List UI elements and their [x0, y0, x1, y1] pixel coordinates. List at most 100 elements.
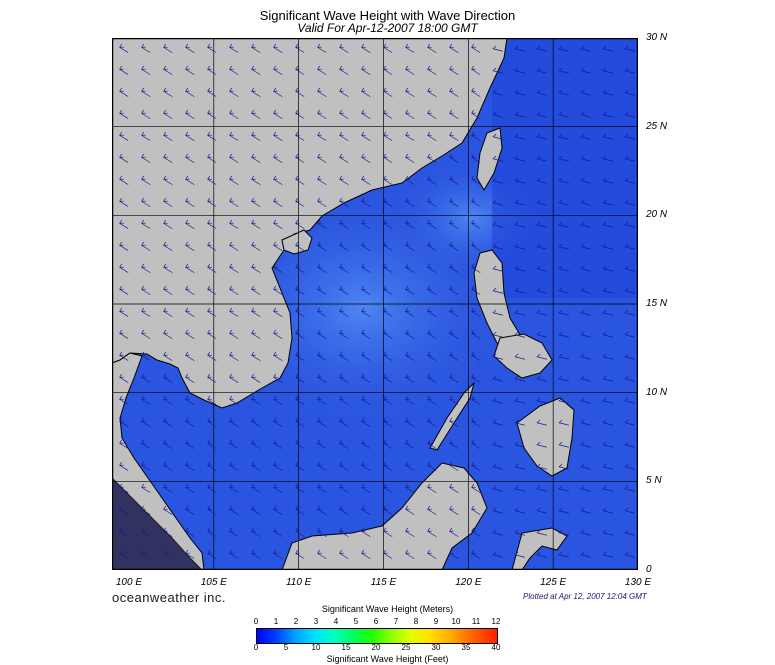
wave-arrow — [514, 331, 525, 338]
wave-arrow — [317, 263, 327, 273]
wave-arrow — [295, 263, 305, 273]
wave-arrow — [405, 461, 415, 471]
land-taiwan — [476, 127, 503, 191]
wave-arrow — [558, 111, 569, 118]
wave-arrow — [492, 177, 503, 184]
wave-arrow — [163, 329, 173, 339]
wave-arrow — [536, 89, 547, 96]
wave-arrow — [383, 373, 393, 383]
wave-arrow — [185, 351, 195, 361]
wave-arrow — [427, 395, 437, 405]
wave-arrow — [514, 177, 525, 184]
wave-arrow — [295, 109, 305, 119]
wave-arrow — [624, 375, 635, 382]
wave-arrow — [602, 463, 613, 470]
wave-arrow — [361, 439, 371, 449]
wave-arrow — [558, 375, 569, 382]
wave-arrow — [449, 549, 459, 559]
land-borneo — [281, 462, 488, 570]
wave-arrow — [536, 155, 547, 162]
wave-arrow — [580, 155, 591, 162]
wave-arrow — [317, 43, 327, 53]
wave-arrow — [273, 241, 283, 251]
wave-arrow — [536, 265, 547, 272]
wave-arrow — [339, 549, 349, 559]
wave-arrow — [624, 45, 635, 52]
wave-arrow — [185, 307, 195, 317]
land-palawan — [429, 381, 475, 451]
colorbar-meters-tick: 3 — [313, 617, 319, 626]
wave-arrow — [339, 109, 349, 119]
wave-arrow — [361, 219, 371, 229]
wave-arrow — [624, 353, 635, 360]
wave-arrow — [427, 527, 437, 537]
wave-arrow — [383, 527, 393, 537]
wave-arrow — [229, 549, 239, 559]
wave-arrow — [163, 175, 173, 185]
wave-arrow — [339, 417, 349, 427]
wave-arrow — [361, 131, 371, 141]
wave-arrow — [514, 397, 525, 404]
wave-map — [112, 38, 638, 570]
wave-arrow — [361, 527, 371, 537]
wave-arrow — [558, 507, 569, 514]
colorbar-meters-tick: 12 — [491, 617, 501, 626]
wave-arrow — [383, 395, 393, 405]
wave-arrow — [317, 285, 327, 295]
longitude-label: 115 E — [370, 577, 397, 588]
wave-arrow — [405, 417, 415, 427]
wave-arrow — [492, 155, 503, 162]
wave-arrow — [141, 65, 151, 75]
wave-arrow — [624, 67, 635, 74]
wave-arrow — [207, 219, 217, 229]
wave-arrow — [449, 439, 459, 449]
wave-arrow — [558, 133, 569, 140]
wave-arrow — [471, 43, 481, 53]
wave-arrow — [207, 351, 217, 361]
wave-arrow — [361, 483, 371, 493]
wave-arrow — [492, 353, 503, 360]
wave-arrow — [471, 131, 481, 141]
wave-arrow — [383, 263, 393, 273]
wave-arrow — [295, 461, 305, 471]
wave-arrow — [361, 87, 371, 97]
wave-arrow — [295, 285, 305, 295]
wave-arrow — [558, 551, 569, 558]
wave-arrow — [427, 461, 437, 471]
wave-arrow — [558, 89, 569, 96]
wave-arrow — [185, 549, 195, 559]
wave-arrow — [449, 395, 459, 405]
wave-arrow — [229, 329, 239, 339]
colorbar-meters-tick: 4 — [333, 617, 339, 626]
wave-arrow — [471, 351, 481, 361]
wave-arrow — [229, 65, 239, 75]
wave-arrow — [361, 417, 371, 427]
wave-arrow — [273, 307, 283, 317]
latitude-label: 5 N — [646, 475, 662, 487]
wave-arrow — [339, 241, 349, 251]
wave-arrow — [163, 417, 173, 427]
wave-arrow — [624, 199, 635, 206]
wave-arrow — [536, 331, 547, 338]
wave-arrow — [427, 65, 437, 75]
wave-arrow — [163, 461, 173, 471]
wave-arrow — [536, 199, 547, 206]
wave-arrow — [339, 351, 349, 361]
colorbar-meters-tick: 11 — [471, 617, 481, 626]
wave-arrow — [361, 65, 371, 75]
wave-arrow — [558, 243, 569, 250]
wave-arrow — [602, 111, 613, 118]
wave-arrow — [339, 153, 349, 163]
plotted-timestamp: Plotted at Apr 12, 2007 12:04 GMT — [523, 592, 647, 601]
wave-arrow — [558, 177, 569, 184]
wave-arrow — [251, 395, 261, 405]
wave-arrow — [449, 43, 459, 53]
wave-arrow — [405, 351, 415, 361]
wave-arrow — [295, 219, 305, 229]
wave-arrow — [141, 175, 151, 185]
wave-arrow — [624, 265, 635, 272]
wave-arrow — [624, 309, 635, 316]
wave-arrow — [119, 285, 129, 295]
wave-arrow — [580, 309, 591, 316]
wave-arrow — [163, 241, 173, 251]
